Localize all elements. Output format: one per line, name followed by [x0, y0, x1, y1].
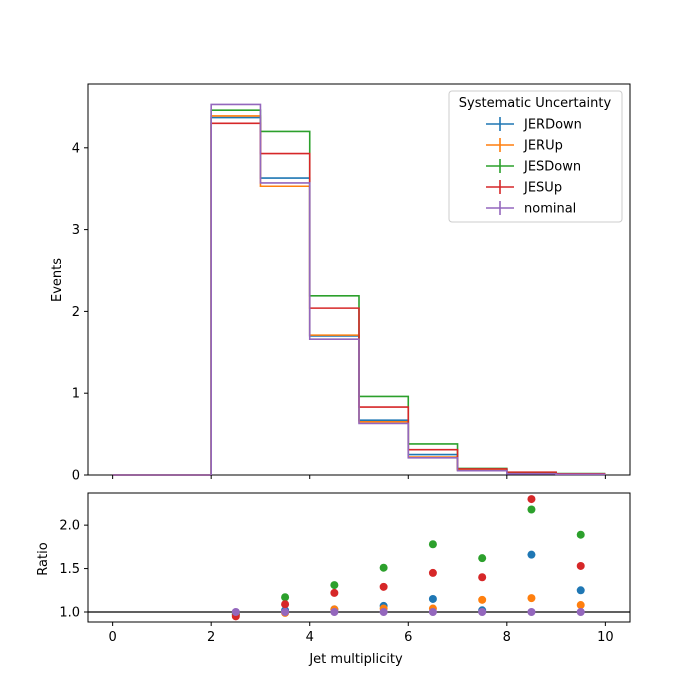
ratio-point-jesdown — [281, 593, 290, 602]
ratio-point-nominal — [330, 608, 339, 617]
bottom-y-tick-label: 1.0 — [59, 606, 80, 621]
top-y-axis-label: Events — [50, 258, 65, 302]
bottom-x-tick-label: 6 — [404, 630, 412, 645]
bottom-x-tick-label: 8 — [503, 630, 511, 645]
histogram-series-nominal — [112, 103, 606, 476]
ratio-point-jerdown — [576, 586, 585, 595]
bottom-y-axis-label: Ratio — [36, 542, 51, 575]
bottom-x-tick-label: 4 — [306, 630, 314, 645]
bottom-panel: 0 2 4 6 8 10 1.0 1.5 2.0 Jet multiplicity Ratio — [36, 492, 631, 667]
legend-label: JERDown — [523, 118, 582, 133]
top-y-tick-label: 0 — [72, 469, 80, 484]
legend-entry-jesup: JESUp — [486, 180, 562, 196]
legend-entries: JERDown JERUp JESDown JESUp nominal — [486, 117, 582, 217]
bottom-plot-frame — [87, 492, 631, 623]
legend-entry-nominal: nominal — [486, 201, 576, 217]
ratio-point-jesup — [576, 561, 585, 570]
ratio-point-nominal — [428, 608, 437, 617]
ratio-point-jesdown — [576, 530, 585, 539]
ratio-point-jerdown — [428, 594, 437, 603]
bottom-x-ticks: 0 2 4 6 8 10 — [108, 622, 614, 645]
legend-label: nominal — [524, 202, 576, 217]
ratio-point-jesdown — [478, 554, 487, 563]
ratio-point-jesup — [478, 573, 487, 582]
ratio-point-nominal — [478, 608, 487, 617]
legend-entry-jerdown: JERDown — [486, 117, 582, 133]
ratio-point-jesdown — [379, 563, 388, 572]
ratio-point-jerdown — [527, 550, 536, 559]
legend-label: JERUp — [523, 139, 563, 154]
ratio-point-jerup — [478, 595, 487, 604]
ratio-point-jesup — [428, 568, 437, 577]
top-y-tick-label: 1 — [72, 387, 80, 402]
ratio-point-nominal — [231, 608, 240, 617]
ratio-point-nominal — [379, 608, 388, 617]
ratio-point-jesdown — [428, 540, 437, 549]
bottom-y-tick-label: 1.5 — [59, 562, 80, 577]
ratio-point-jesup — [330, 588, 339, 597]
top-panel: 0 1 2 3 4 Events Systematic Uncertainty JERD… — [50, 83, 631, 484]
ratio-point-jesup — [527, 495, 536, 504]
top-series-group — [112, 103, 606, 476]
legend-label: JESUp — [523, 181, 562, 196]
ratio-points — [231, 495, 585, 621]
ratio-point-jesup — [379, 582, 388, 591]
legend: Systematic Uncertainty JERDown JERUp JESDo… — [448, 90, 623, 223]
legend-entry-jesdown: JESDown — [486, 159, 581, 175]
bottom-y-ticks: 1.0 1.5 2.0 — [59, 519, 88, 621]
legend-entry-jerup: JERUp — [486, 138, 563, 154]
top-plot-frame — [87, 83, 631, 476]
ratio-point-jesdown — [527, 505, 536, 514]
bottom-x-tick-label: 0 — [108, 630, 116, 645]
top-y-tick-label: 2 — [72, 305, 80, 320]
ratio-point-jerup — [527, 594, 536, 603]
legend-label: JESDown — [523, 160, 581, 175]
bottom-x-tick-label: 2 — [207, 630, 215, 645]
bottom-x-tick-label: 10 — [597, 630, 614, 645]
bottom-y-tick-label: 2.0 — [59, 519, 80, 534]
ratio-point-jesup — [281, 600, 290, 609]
top-x-ticks — [112, 475, 606, 479]
legend-title: Systematic Uncertainty — [459, 96, 612, 111]
bottom-x-axis-label: Jet multiplicity — [308, 652, 403, 667]
top-y-tick-label: 4 — [72, 141, 80, 156]
ratio-point-nominal — [576, 608, 585, 617]
ratio-point-nominal — [281, 608, 290, 617]
ratio-point-jerup — [576, 601, 585, 610]
top-y-tick-label: 3 — [72, 223, 80, 238]
top-y-ticks: 0 1 2 3 4 — [72, 141, 88, 484]
ratio-point-jesdown — [330, 581, 339, 590]
ratio-point-nominal — [527, 608, 536, 617]
